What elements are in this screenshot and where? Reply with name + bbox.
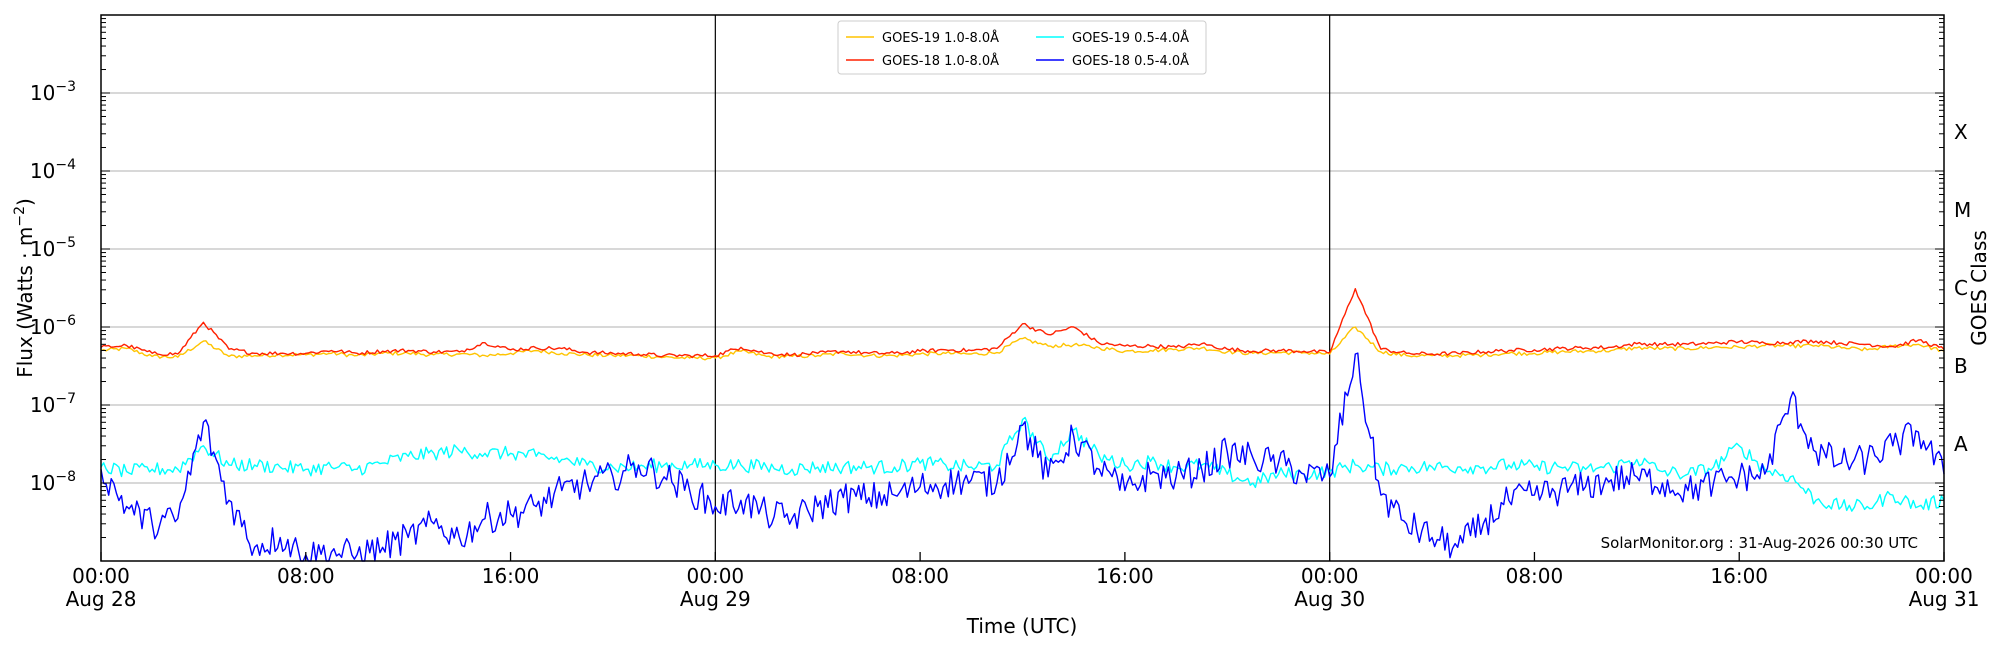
legend-label: GOES-18 0.5-4.0Å — [1072, 53, 1189, 69]
legend-item-goes18-short: GOES-18 0.5-4.0Å — [1036, 53, 1189, 69]
series-lines — [100, 288, 1945, 562]
y-tick-label: 10−7 — [30, 391, 76, 417]
legend-label: GOES-18 1.0-8.0Å — [882, 53, 999, 69]
y-axis-title: Flux (Watts · m−2) — [12, 198, 37, 378]
x-tick-label: 00:00 — [72, 564, 130, 588]
legend-item-goes19-long: GOES-19 1.0-8.0Å — [846, 30, 999, 46]
legend-box — [837, 20, 1207, 75]
legend: GOES-19 1.0-8.0Å GOES-18 1.0-8.0Å GOES-1… — [837, 20, 1207, 75]
legend-label: GOES-19 0.5-4.0Å — [1072, 30, 1189, 46]
y2-axis-title: GOES Class — [1967, 230, 1991, 346]
y-tick-label: 10−8 — [30, 469, 76, 495]
legend-item-goes18-long: GOES-18 1.0-8.0Å — [846, 53, 999, 69]
x-axis-title: Time (UTC) — [966, 614, 1078, 638]
goes-class-label: A — [1954, 432, 1968, 456]
series-line — [100, 416, 1945, 512]
x-tick-label: 00:00 — [687, 564, 745, 588]
legend-item-goes19-short: GOES-19 0.5-4.0Å — [1036, 30, 1189, 46]
legend-label: GOES-19 1.0-8.0Å — [882, 30, 999, 46]
x-tick-label: 08:00 — [891, 564, 949, 588]
y-tick-label: 10−3 — [30, 79, 76, 105]
credit-text: SolarMonitor.org : 31-Aug-2026 00:30 UTC — [1601, 534, 1918, 552]
y-axis-ticks: 10−810−710−610−510−410−3 — [30, 18, 1944, 562]
y-tick-label: 10−4 — [30, 157, 76, 183]
x-tick-date-label: Aug 28 — [66, 587, 137, 611]
x-tick-date-label: Aug 31 — [1909, 587, 1980, 611]
x-tick-label: 00:00 — [1915, 564, 1973, 588]
x-tick-label: 00:00 — [1301, 564, 1359, 588]
y-tick-label: 10−5 — [30, 235, 76, 261]
goes-class-label: B — [1954, 354, 1968, 378]
series-line — [100, 326, 1945, 361]
x-tick-label: 16:00 — [1096, 564, 1154, 588]
goes-class-label: C — [1954, 276, 1968, 300]
day-boundary-lines — [714, 15, 1331, 561]
grid-lines — [101, 92, 1944, 484]
x-tick-label: 16:00 — [1710, 564, 1768, 588]
series-line — [100, 288, 1945, 359]
x-tick-date-label: Aug 30 — [1294, 587, 1365, 611]
goes-class-label: M — [1954, 198, 1971, 222]
x-tick-label: 08:00 — [277, 564, 335, 588]
series-line — [100, 352, 1945, 562]
goes-class-labels: A B C M X — [1954, 120, 1971, 456]
plot-frame — [100, 14, 1945, 562]
x-tick-label: 16:00 — [482, 564, 540, 588]
goes-class-label: X — [1954, 120, 1968, 144]
x-tick-label: 08:00 — [1506, 564, 1564, 588]
x-tick-date-label: Aug 29 — [680, 587, 751, 611]
